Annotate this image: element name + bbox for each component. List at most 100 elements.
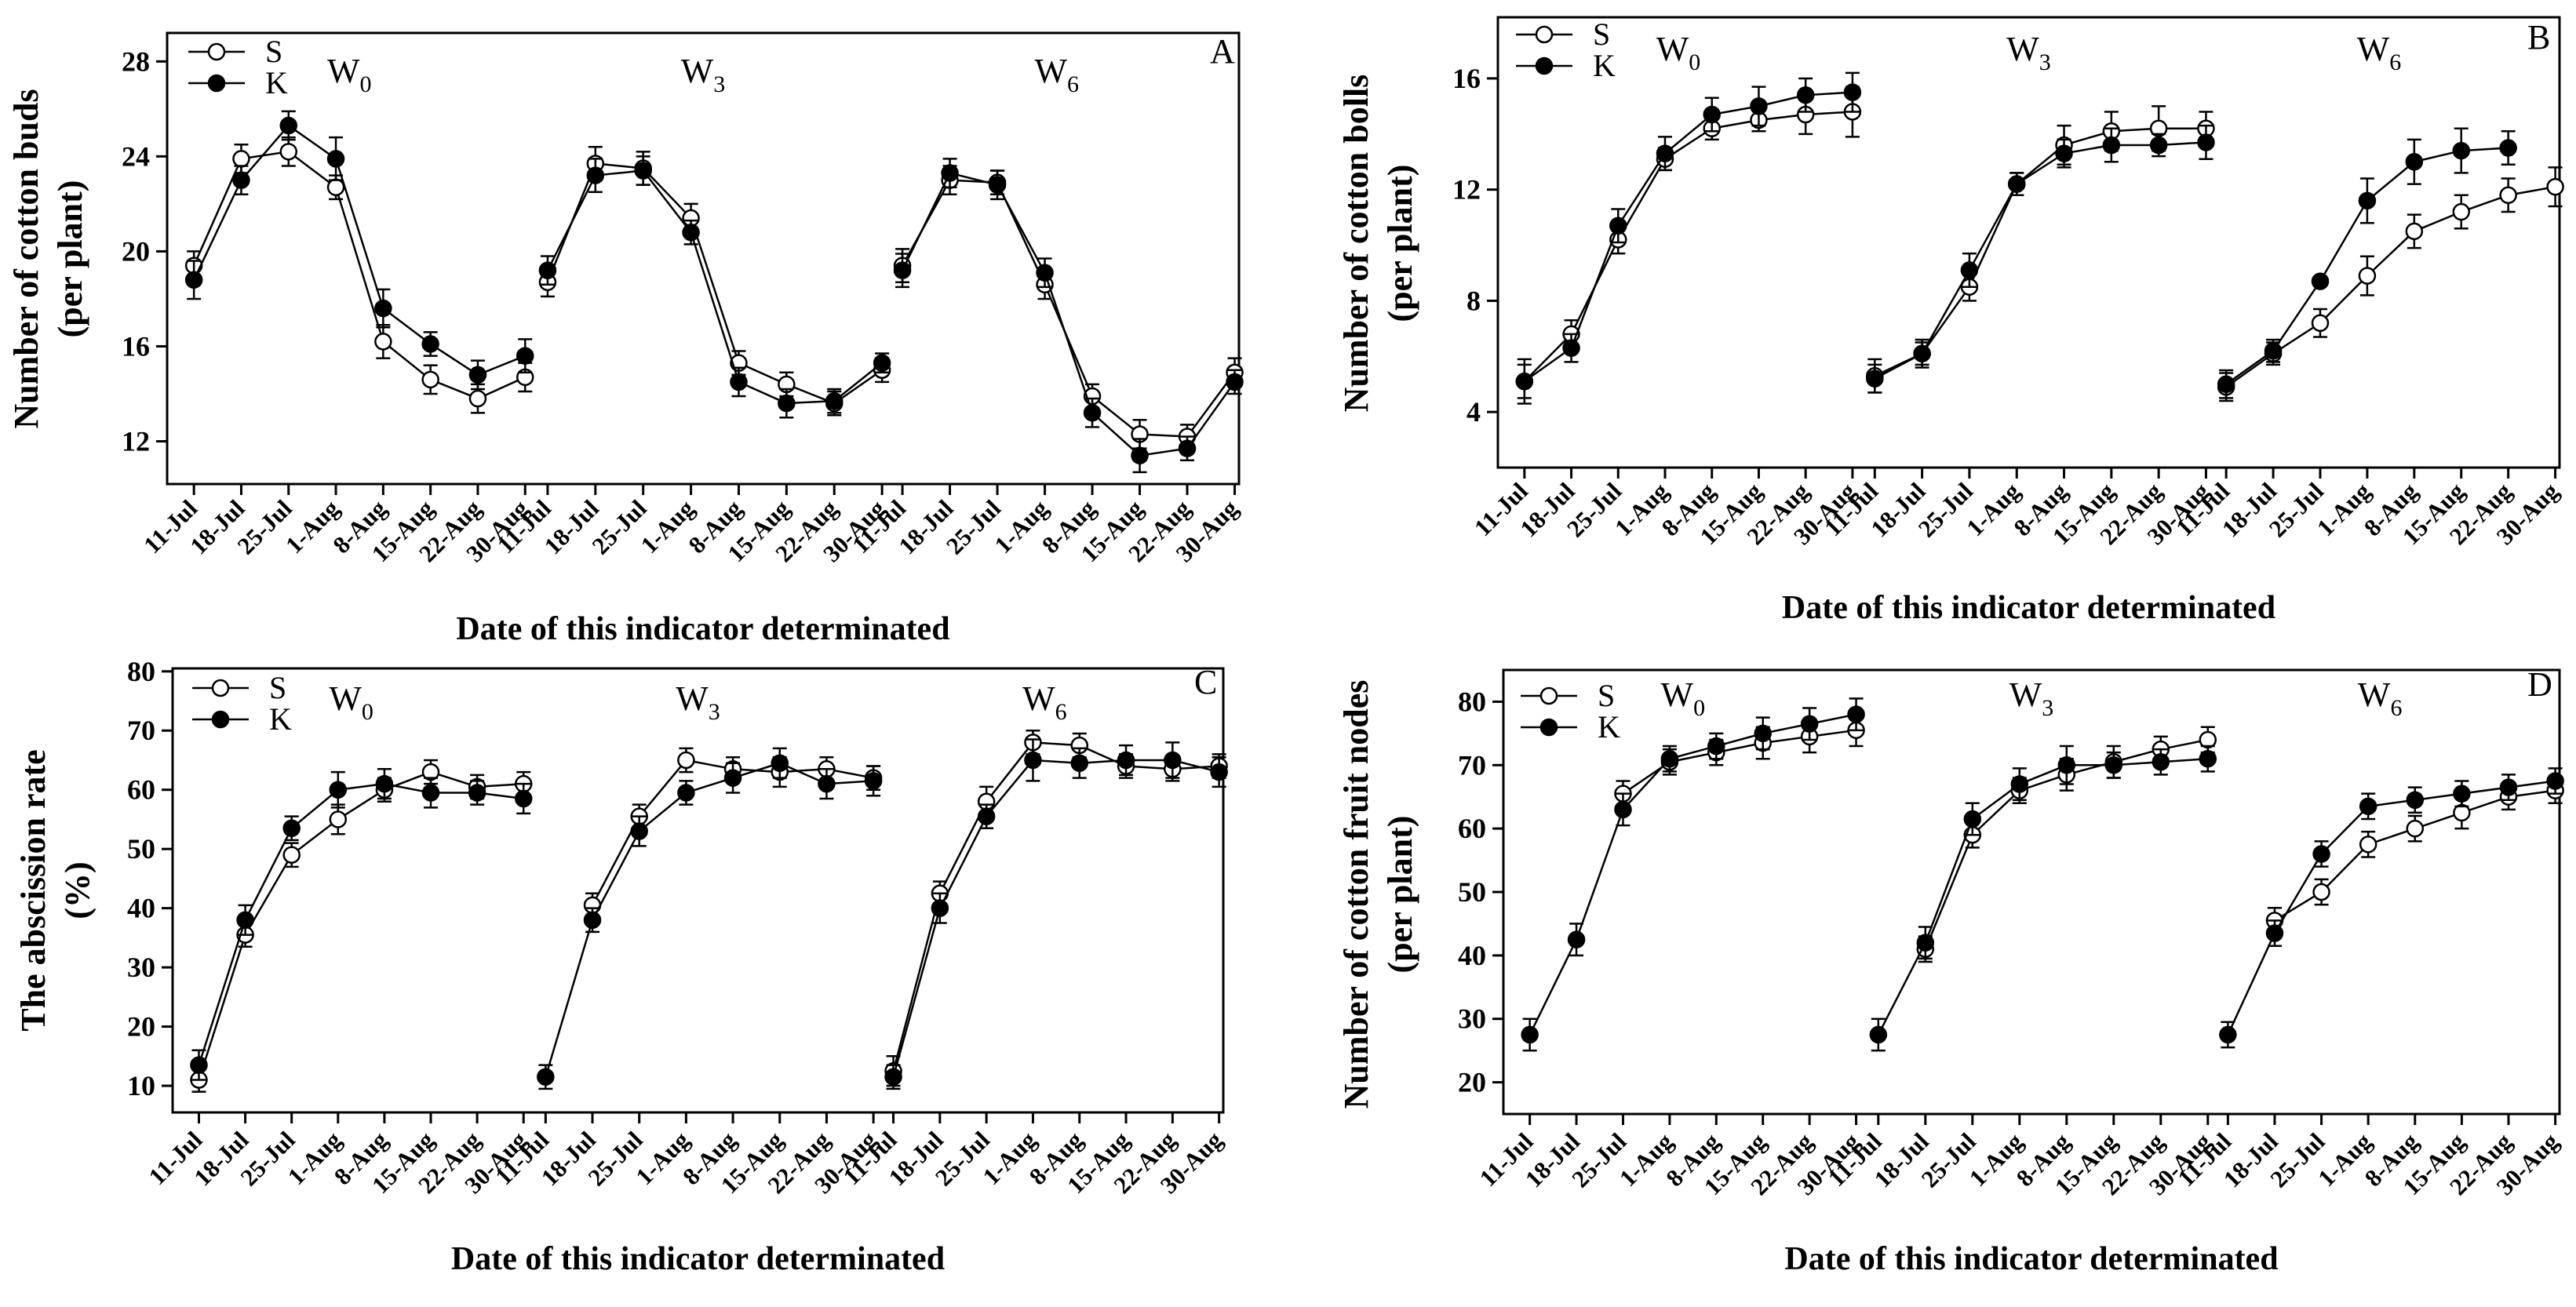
group-label-main: W [1661,675,1694,714]
group-label-main: W [1656,30,1689,68]
series-line-segment [198,934,246,1080]
data-point-K [2358,191,2377,210]
data-point-K [1703,105,1721,124]
series-line-segment [2227,933,2276,1036]
series-line-segment [833,362,883,402]
group-label: W0 [329,679,373,725]
series-line-segment [901,173,951,271]
series-line-segment [638,792,687,832]
y-tick-label: 20 [1458,1067,1486,1098]
group-label: W0 [1656,30,1701,75]
data-point-S [468,389,487,408]
y-axis-title-line: (per plant) [1381,165,1419,322]
data-point-K [1083,403,1102,422]
data-point-K [1178,439,1197,457]
panel-letter: B [2527,18,2550,56]
plot-frame [166,31,1241,486]
data-point-K [421,335,439,353]
series-line-segment [288,125,337,160]
data-point-K [2265,924,2284,942]
data-point-K [723,769,742,787]
plot-frame [171,667,1225,1114]
series-line-segment [1921,286,1970,355]
group-label-main: W [681,52,714,90]
series-line-segment [996,184,1046,274]
series-line-segment [382,340,432,380]
y-tick-label: 20 [127,1011,155,1043]
data-point-K [586,166,605,184]
series-line-segment [1968,183,2018,271]
legend-marker-S [207,42,226,61]
series-K-group-3 [2217,127,2517,399]
series-line-segment [2274,890,2323,922]
series-line-segment [1924,818,1973,944]
data-point-K [630,822,648,840]
series-K-group-2 [1869,745,2217,1052]
series-line-segment [334,158,384,309]
legend-marker-S [1535,25,1554,44]
legend-label-S: S [269,670,286,705]
data-point-K [818,774,836,793]
data-point-K [421,784,440,802]
series-line-segment [337,788,385,821]
group-label-main: W [1035,52,1068,90]
series-line-segment [1924,834,1973,950]
series-K-group-3 [893,158,1244,474]
group-label-sub: 0 [359,71,371,97]
data-point-K [1963,810,1982,828]
data-point-K [2359,797,2377,816]
data-point-K [516,347,534,365]
data-point-K [1070,754,1088,772]
y-tick-label: 40 [1458,940,1486,971]
data-point-K [375,774,394,793]
series-line-segment [429,343,479,376]
data-point-K [1614,800,1632,819]
series-line-segment [2366,230,2415,277]
data-point-S [2359,836,2377,854]
series-line-segment [1877,942,1926,1036]
series-line-segment [642,169,692,233]
data-point-K [1913,344,1931,362]
x-axis-label: Date of this indicator determinated [1782,590,2275,626]
group-label: W3 [676,679,720,725]
data-point-S [2406,819,2425,838]
group-label-sub: 6 [2390,695,2402,721]
data-point-K [1609,217,1627,235]
legend-marker-K [1539,718,1558,737]
series-line-segment [1091,412,1141,457]
group-label-sub: 0 [362,699,373,725]
y-tick-label: 50 [127,833,155,865]
y-tick-label: 12 [1452,174,1481,206]
y-tick-label: 70 [1458,749,1486,781]
y-axis-title: Number of cotton bolls (per plant) [1337,75,1419,413]
series-K-group-1 [190,768,533,1081]
data-point-K [2102,136,2121,155]
series-line-segment [2366,161,2415,202]
group-label: W3 [2009,675,2054,721]
legend: SK [1521,678,1620,745]
series-line-segment [290,788,339,829]
group-label-sub: 0 [1693,695,1705,721]
data-point-S [421,370,439,389]
data-point-K [329,781,348,799]
data-point-K [1656,144,1674,162]
y-tick-label: 16 [122,330,150,362]
data-point-K [1800,715,1819,733]
series-line-segment [1921,269,1971,355]
legend-label-S: S [265,34,282,69]
data-point-K [232,171,250,189]
data-point-K [537,1068,555,1086]
group-label: W6 [2358,675,2403,721]
series-line-segment [2320,805,2370,855]
panel-letter: C [1194,663,1217,701]
y-tick-label: 70 [127,715,155,746]
data-point-K [2197,133,2215,151]
series-line-segment [2016,152,2065,185]
legend-label-K: K [269,701,292,737]
group-label-sub: 0 [1689,49,1700,75]
series-line-segment [1524,347,1572,383]
data-point-K [2199,749,2217,768]
series-line-segment [986,741,1034,803]
series-line-segment [545,919,594,1078]
